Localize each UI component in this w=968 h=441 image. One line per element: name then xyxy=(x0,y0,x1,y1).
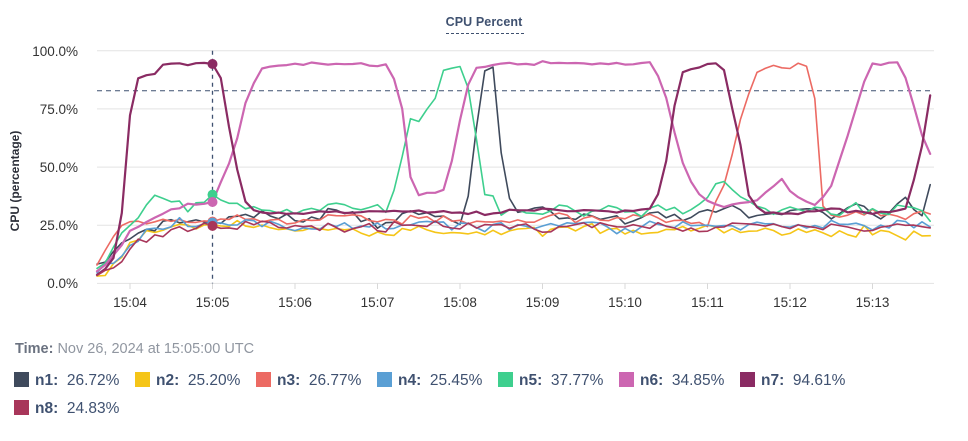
svg-text:25.0%: 25.0% xyxy=(40,218,78,233)
svg-text:15:04: 15:04 xyxy=(113,295,147,310)
svg-text:100.0%: 100.0% xyxy=(32,44,78,59)
svg-text:15:11: 15:11 xyxy=(691,295,724,310)
svg-text:15:09: 15:09 xyxy=(526,295,560,310)
svg-text:75.0%: 75.0% xyxy=(40,102,78,117)
svg-text:15:12: 15:12 xyxy=(773,295,807,310)
svg-text:15:13: 15:13 xyxy=(856,295,890,310)
svg-text:15:05: 15:05 xyxy=(196,295,230,310)
svg-text:15:10: 15:10 xyxy=(608,295,642,310)
svg-text:15:07: 15:07 xyxy=(361,295,395,310)
svg-text:50.0%: 50.0% xyxy=(40,160,78,175)
svg-text:15:08: 15:08 xyxy=(443,295,477,310)
svg-text:0.0%: 0.0% xyxy=(47,276,78,291)
svg-text:15:06: 15:06 xyxy=(278,295,312,310)
